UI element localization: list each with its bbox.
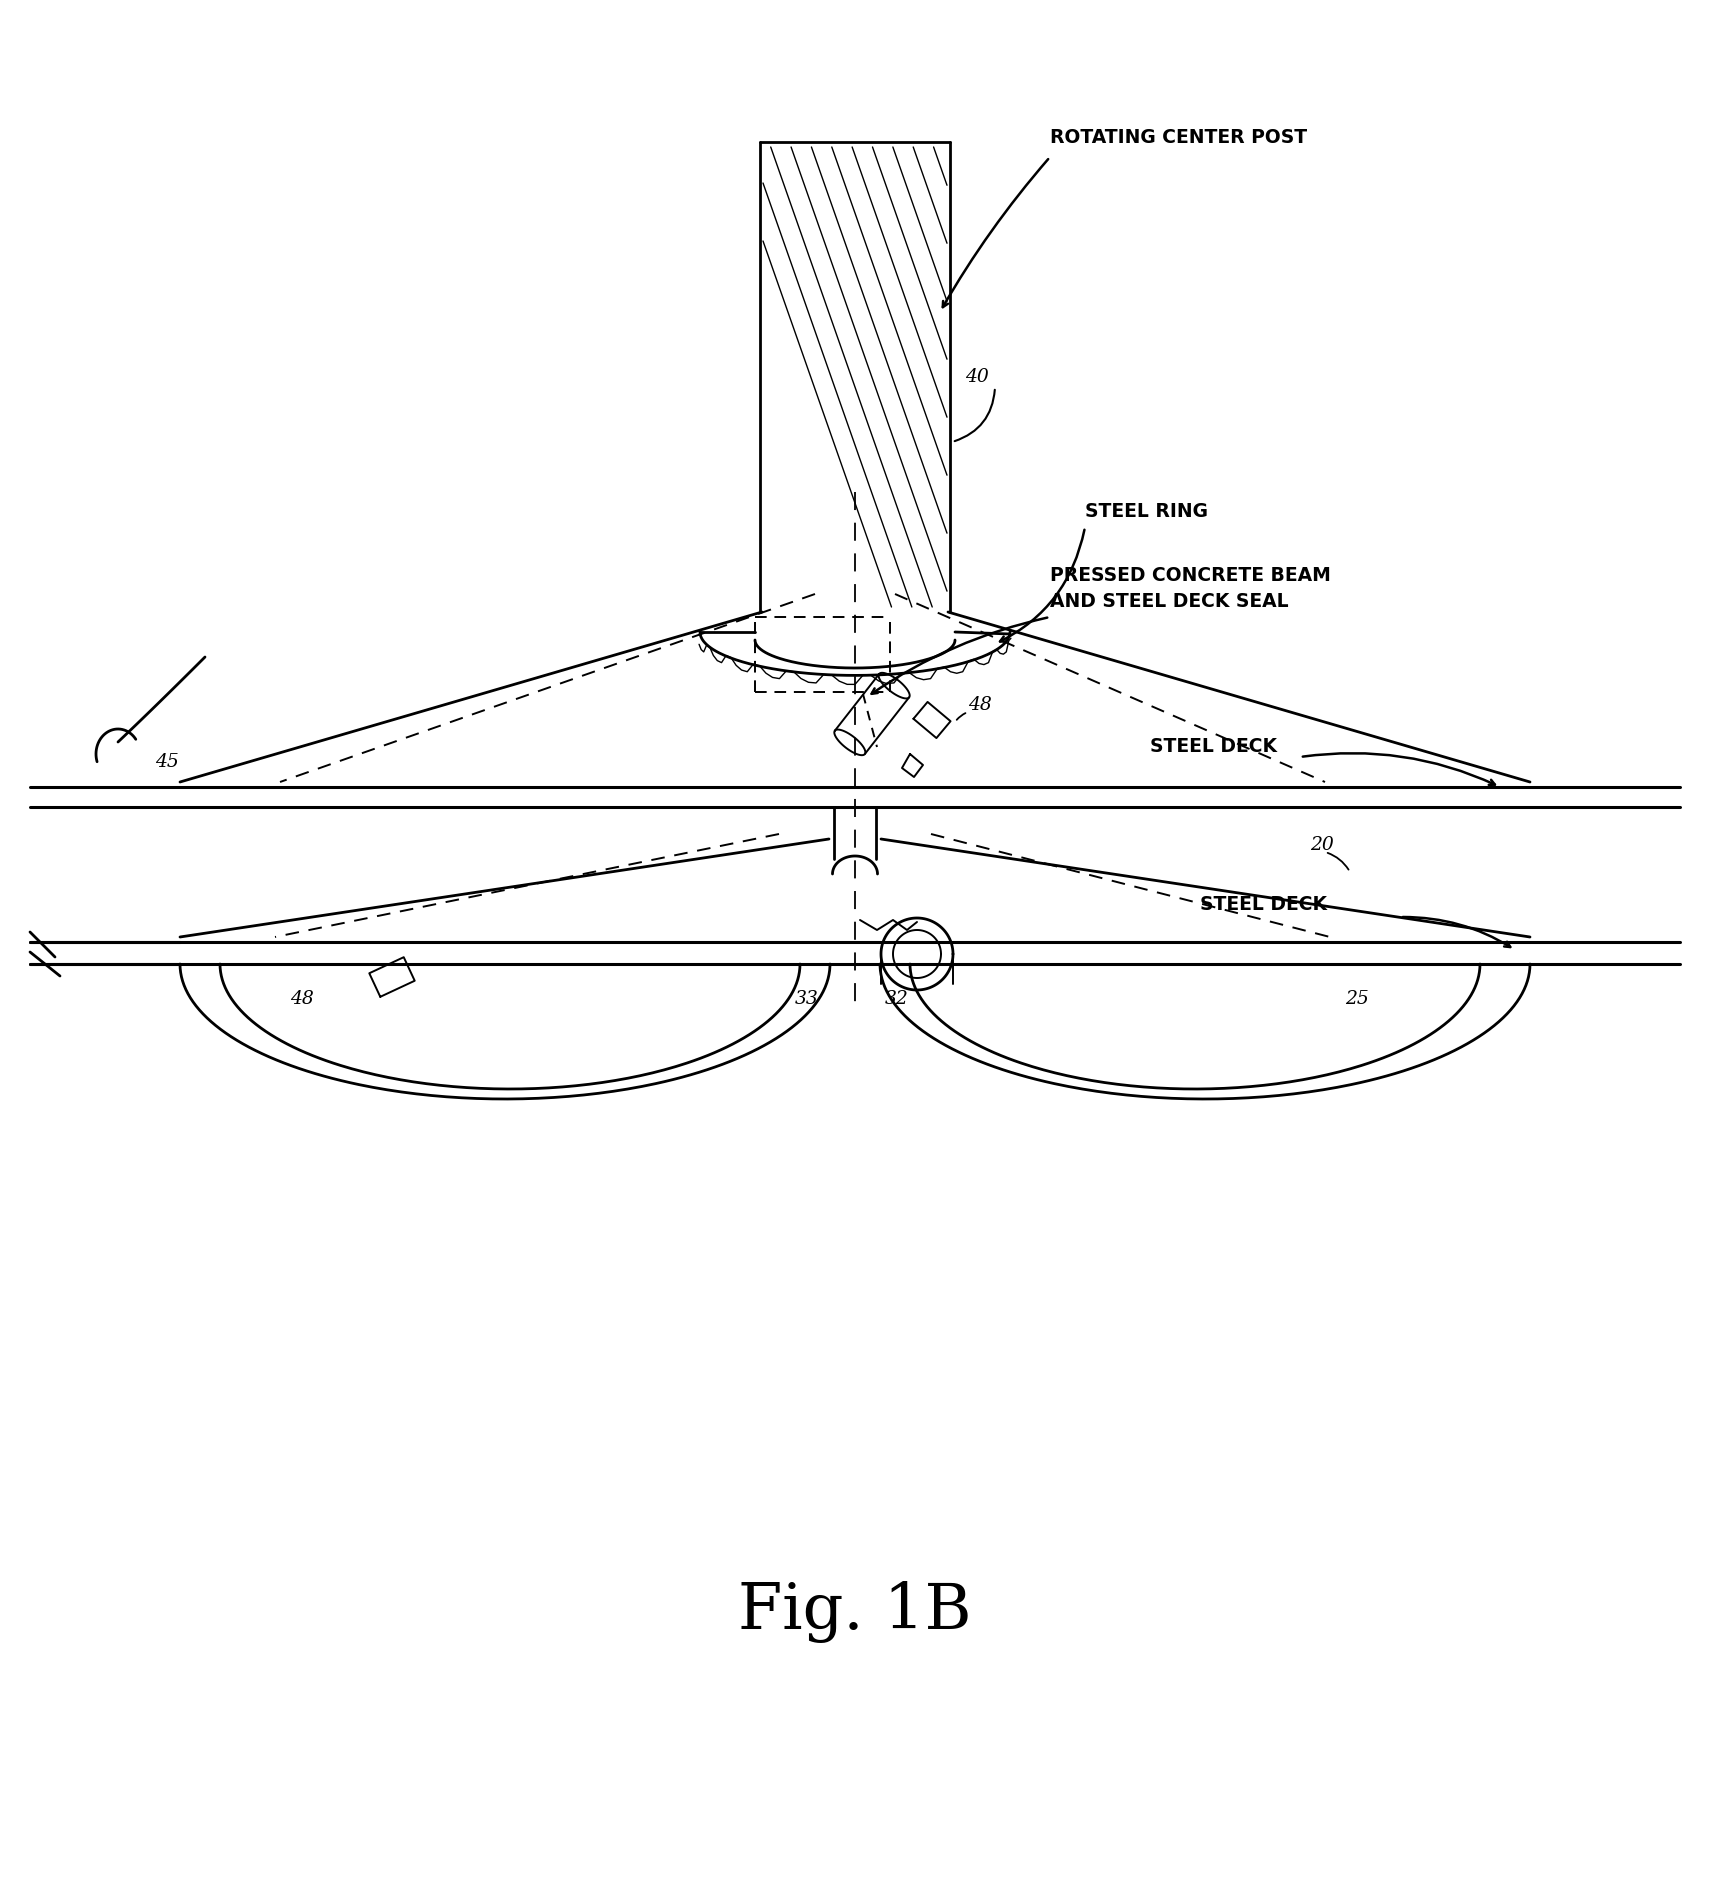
Text: 48: 48 [291, 990, 313, 1008]
Text: ROTATING CENTER POST: ROTATING CENTER POST [1050, 127, 1306, 146]
Text: PRESSED CONCRETE BEAM
AND STEEL DECK SEAL: PRESSED CONCRETE BEAM AND STEEL DECK SEA… [1050, 566, 1330, 611]
Text: STEEL DECK: STEEL DECK [1200, 895, 1327, 914]
Text: 45: 45 [156, 753, 180, 772]
Text: 48: 48 [968, 696, 992, 713]
Text: 20: 20 [1310, 836, 1334, 853]
Text: STEEL DECK: STEEL DECK [1151, 738, 1277, 757]
Text: 25: 25 [1346, 990, 1368, 1008]
Text: 32: 32 [886, 990, 908, 1008]
Text: STEEL RING: STEEL RING [1086, 501, 1207, 520]
Text: 33: 33 [795, 990, 819, 1008]
Text: 40: 40 [964, 369, 988, 386]
Text: Fig. 1B: Fig. 1B [739, 1582, 971, 1642]
